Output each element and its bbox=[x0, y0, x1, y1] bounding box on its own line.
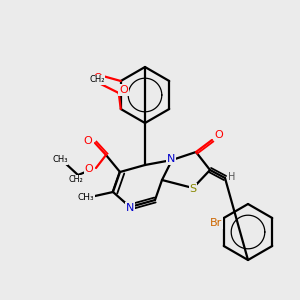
Text: CH₃: CH₃ bbox=[52, 155, 68, 164]
Text: O: O bbox=[85, 164, 93, 174]
Text: CH₂: CH₂ bbox=[69, 176, 83, 184]
Text: O: O bbox=[93, 73, 102, 83]
Text: CH₂: CH₂ bbox=[89, 76, 104, 85]
Text: S: S bbox=[189, 184, 197, 194]
Text: O: O bbox=[84, 136, 92, 146]
Text: N: N bbox=[167, 154, 175, 164]
Text: CH₃: CH₃ bbox=[78, 193, 94, 202]
Text: Br: Br bbox=[210, 218, 222, 228]
Text: O: O bbox=[214, 130, 224, 140]
Text: H: H bbox=[228, 172, 236, 182]
Text: O: O bbox=[119, 85, 128, 95]
Text: N: N bbox=[126, 203, 134, 213]
